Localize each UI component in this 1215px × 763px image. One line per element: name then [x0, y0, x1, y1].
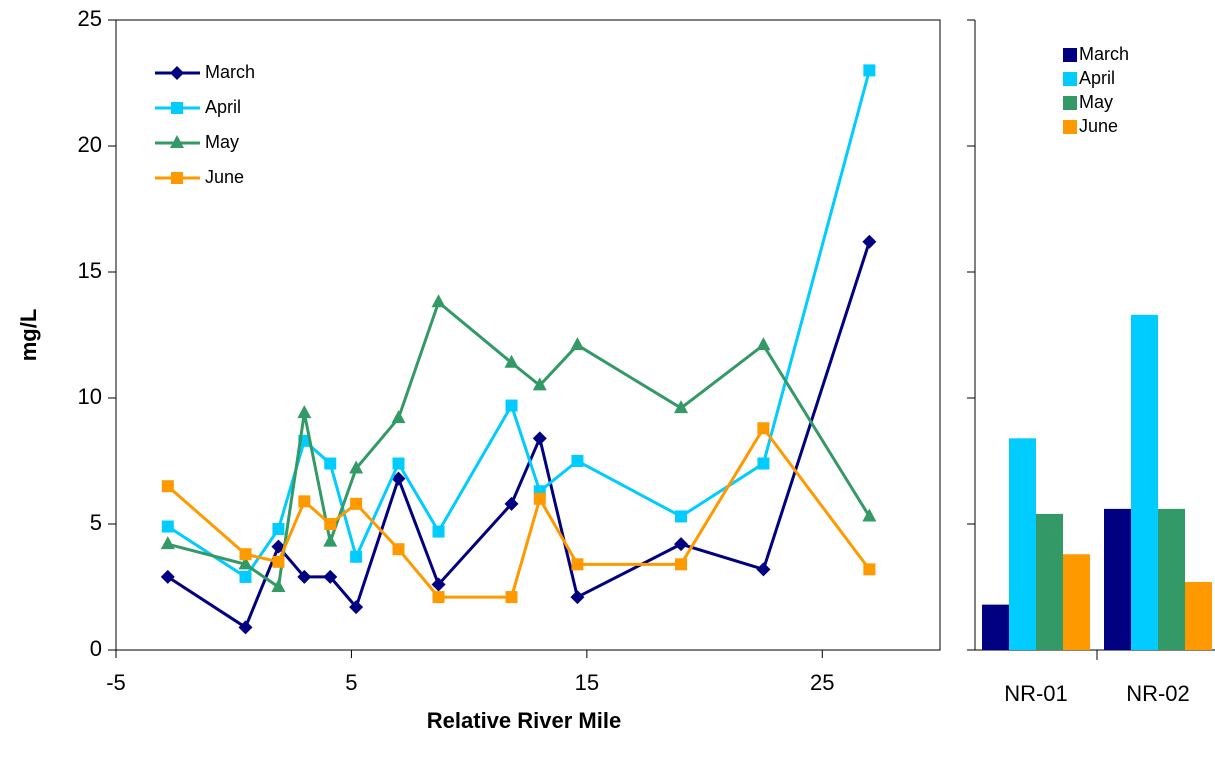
data-point — [431, 294, 446, 308]
data-point — [349, 460, 364, 474]
y-tick-label: 10 — [78, 384, 102, 409]
data-point — [757, 422, 770, 435]
y-tick-label: 5 — [90, 510, 102, 535]
legend-marker — [170, 66, 184, 80]
data-point — [160, 569, 175, 584]
data-point — [297, 569, 312, 584]
data-point — [505, 399, 518, 412]
bar — [1131, 314, 1158, 650]
bar — [1158, 508, 1185, 650]
data-point — [350, 550, 363, 563]
data-point — [323, 533, 338, 547]
series-line — [166, 70, 871, 579]
bar — [1104, 508, 1131, 650]
legend-marker — [171, 102, 183, 114]
data-point — [272, 523, 285, 536]
bar — [1063, 554, 1090, 650]
data-point — [674, 537, 689, 552]
data-point — [674, 400, 689, 414]
bar — [1036, 513, 1063, 650]
data-point — [756, 562, 771, 577]
data-point — [349, 600, 364, 615]
data-point — [862, 234, 877, 249]
data-point — [532, 377, 547, 391]
legend-swatch — [1063, 48, 1077, 62]
data-point — [504, 354, 519, 368]
legend-marker — [171, 172, 183, 184]
data-point — [324, 457, 337, 470]
legend-label: April — [205, 97, 241, 117]
data-point — [272, 555, 285, 568]
data-point — [391, 471, 406, 486]
data-point — [863, 563, 876, 576]
data-point — [391, 410, 406, 424]
legend-label: May — [1079, 92, 1113, 112]
data-point — [161, 480, 174, 493]
data-point — [323, 569, 338, 584]
x-tick-label: 25 — [810, 670, 834, 695]
data-point — [532, 431, 547, 446]
data-point — [160, 536, 175, 550]
y-tick-label: 15 — [78, 258, 102, 283]
data-point — [570, 337, 585, 351]
data-point — [675, 558, 688, 571]
legend-swatch — [1063, 120, 1077, 134]
data-point — [350, 497, 363, 510]
data-point — [392, 543, 405, 556]
data-point — [757, 457, 770, 470]
data-point — [239, 570, 252, 583]
x-tick-label: NR-02 — [1126, 681, 1190, 706]
legend-swatch — [1063, 72, 1077, 86]
data-point — [571, 455, 584, 467]
legend-label: May — [205, 132, 239, 152]
data-point — [271, 579, 286, 592]
data-point — [324, 518, 337, 530]
x-tick-label: 5 — [345, 670, 357, 695]
data-point — [863, 64, 876, 77]
data-point — [238, 556, 253, 570]
x-tick-label: -5 — [106, 670, 126, 695]
y-tick-label: 20 — [78, 132, 102, 157]
bar — [1185, 581, 1212, 650]
legend-label: April — [1079, 68, 1115, 88]
plot-area — [115, 19, 941, 651]
y-axis-label: mg/L — [16, 309, 41, 362]
data-point — [504, 496, 519, 511]
x-axis-label: Relative River Mile — [427, 708, 621, 733]
data-point — [432, 591, 445, 604]
data-point — [432, 525, 445, 538]
data-point — [756, 337, 771, 351]
legend-marker — [170, 135, 184, 148]
data-point — [862, 508, 877, 522]
legend-label: March — [1079, 44, 1129, 64]
legend-label: June — [1079, 116, 1118, 136]
data-point — [238, 620, 253, 635]
data-point — [570, 590, 585, 605]
bar — [1009, 438, 1036, 650]
data-point — [675, 510, 688, 523]
data-point — [505, 591, 518, 604]
data-point — [533, 492, 546, 505]
y-tick-label: 25 — [78, 6, 102, 31]
data-point — [297, 405, 312, 419]
data-point — [571, 558, 584, 571]
x-tick-label: NR-01 — [1004, 681, 1068, 706]
bar — [982, 604, 1009, 650]
legend-label: June — [205, 167, 244, 187]
legend-label: March — [205, 62, 255, 82]
data-point — [161, 520, 174, 533]
data-point — [392, 457, 405, 470]
data-point — [431, 577, 446, 592]
x-tick-label: 15 — [575, 670, 599, 695]
legend-swatch — [1063, 96, 1077, 110]
y-tick-label: 0 — [90, 636, 102, 661]
data-point — [298, 495, 311, 508]
data-point — [239, 548, 252, 561]
series-line — [166, 425, 871, 599]
